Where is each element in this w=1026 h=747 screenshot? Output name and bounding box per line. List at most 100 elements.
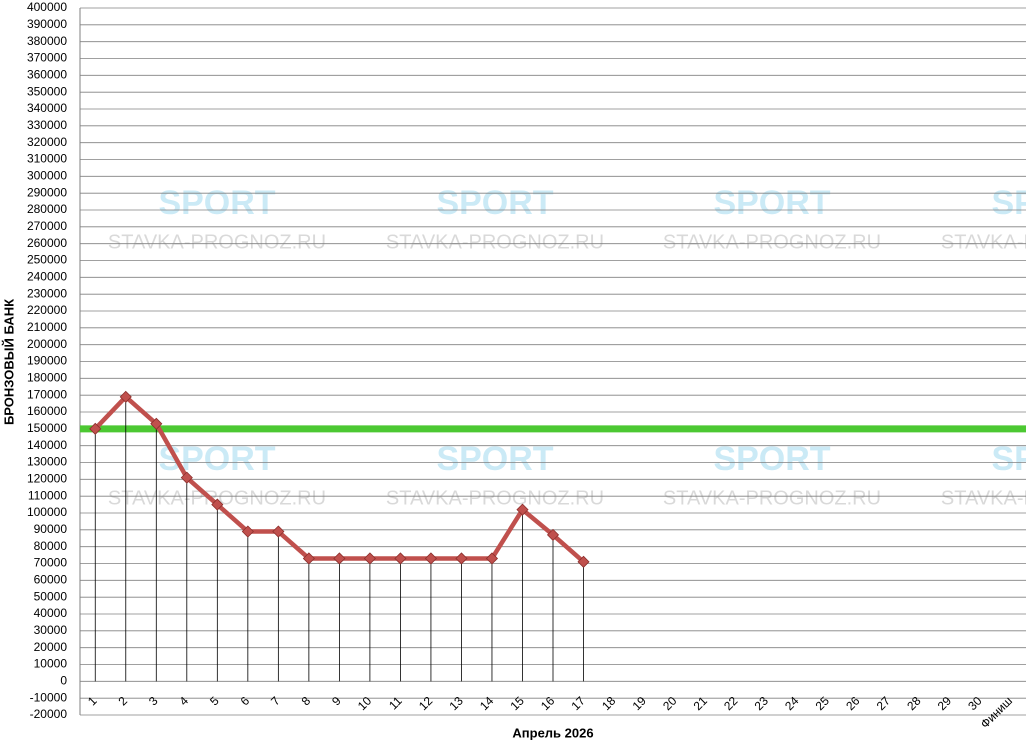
marker [302,552,315,565]
y-tick-label: 350000 [27,84,67,98]
x-tick-label: 14 [477,694,497,714]
x-tick-label: 1 [85,694,100,709]
y-tick-label: 340000 [27,101,67,115]
marker [455,552,468,565]
y-tick-label: 200000 [27,337,67,351]
x-tick-label: 10 [355,694,375,714]
y-tick-label: 390000 [27,17,67,31]
y-tick-label: 320000 [27,135,67,149]
y-tick-label: 20000 [34,640,68,654]
y-tick-label: 0 [60,674,67,688]
marker [272,525,285,538]
y-tick-label: 90000 [34,522,68,536]
y-tick-label: 400000 [27,0,67,14]
watermark-text: STAVKA-PROGNOZ.RU [386,487,604,509]
y-tick-label: 260000 [27,236,67,250]
x-tick-label: 18 [599,694,619,714]
x-tick-label: 26 [843,694,863,714]
x-tick-label: 23 [752,694,772,714]
watermark-text: STAVKA-PROGNOZ.RU [941,487,1026,509]
x-tick-label: 15 [508,694,528,714]
y-tick-label: 50000 [34,589,68,603]
watermark-logo: SPORT [158,184,275,222]
x-tick-label: 22 [721,694,741,714]
x-tick-label: 9 [329,694,344,709]
y-tick-label: 270000 [27,219,67,233]
y-tick-label: -10000 [30,690,68,704]
x-tick-label: 28 [904,694,924,714]
x-tick-label: 13 [446,694,466,714]
x-axis-title: Апрель 2026 [512,725,593,740]
watermark-text: STAVKA-PROGNOZ.RU [386,231,604,253]
x-tick-label: 11 [386,694,405,713]
y-tick-label: 180000 [27,371,67,385]
y-tick-label: 360000 [27,68,67,82]
marker [546,528,560,541]
x-tick-label: 20 [660,694,680,714]
watermark-logo: SPORT [436,184,553,222]
y-tick-label: 160000 [27,404,67,418]
y-tick-label: 380000 [27,34,67,48]
x-tick-label: Финиш [978,694,1015,731]
marker [424,552,438,565]
y-tick-label: 330000 [27,118,67,132]
watermark-text: STAVKA-PROGNOZ.RU [663,487,881,509]
watermark-logo: SPORT [713,184,830,222]
marker [241,525,254,538]
y-tick-label: 300000 [27,169,67,183]
y-tick-label: 280000 [27,202,67,216]
y-tick-label: 10000 [34,657,68,671]
watermark-logo: SPORT [991,440,1026,478]
y-tick-label: 70000 [34,556,68,570]
marker [211,498,224,511]
marker [89,422,102,435]
marker [394,552,407,565]
y-tick-label: 240000 [27,270,67,284]
watermarks: SPORT STAVKA-PROGNOZ.RU SPORT STAVKA-PROGNO… [108,184,1026,509]
watermark-text: STAVKA-PROGNOZ.RU [941,231,1026,253]
y-tick-label: 120000 [27,472,67,486]
y-tick-label: 290000 [27,185,67,199]
marker [516,503,529,516]
y-tick-label: 60000 [34,573,68,587]
y-tick-label: -20000 [30,707,68,721]
x-tick-label: 30 [965,694,985,714]
x-tick-label: 16 [538,694,558,714]
y-tick-label: 80000 [34,539,68,553]
x-tick-label: 7 [268,694,283,709]
marker [363,552,376,565]
x-tick-label: 17 [569,694,589,714]
watermark-text: STAVKA-PROGNOZ.RU [108,231,326,253]
x-tick-label: 25 [813,694,833,714]
marker [119,390,132,403]
x-tick-label: 6 [238,694,253,709]
watermark-logo: SPORT [713,440,830,478]
y-tick-label: 310000 [27,152,67,166]
y-tick-label: 40000 [34,606,68,620]
marker [333,552,346,565]
y-tick-label: 170000 [27,387,67,401]
y-tick-label: 110000 [28,488,67,502]
watermark-text: STAVKA-PROGNOZ.RU [663,231,881,253]
y-axis-title: БРОНЗОВЫЙ БАНК [1,299,16,425]
marker [150,417,163,430]
x-tick-label: 5 [207,694,222,709]
x-tick-label: 3 [146,694,161,709]
y-tick-label: 190000 [27,354,67,368]
marker [485,552,499,565]
x-tick-label: 8 [299,694,314,709]
watermark-logo: SPORT [436,440,553,478]
x-tick-label: 21 [691,694,711,714]
x-tick-label: 19 [630,694,650,714]
y-tick-label: 140000 [27,438,67,452]
y-tick-label: 230000 [27,286,67,300]
marker [577,555,590,568]
watermark-logo: SPORT [991,184,1026,222]
x-tick-label: 27 [874,694,894,714]
x-tick-label: 12 [416,694,436,714]
watermark-text: STAVKA-PROGNOZ.RU [108,487,326,509]
y-tick-label: 220000 [27,303,67,317]
x-tick-label: 24 [782,694,802,714]
marker [180,471,193,484]
